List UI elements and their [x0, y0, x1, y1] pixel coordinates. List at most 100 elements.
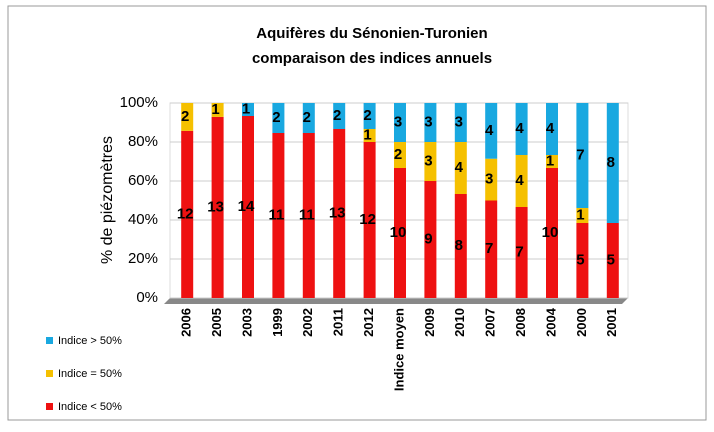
x-tick-label: 2004 [543, 307, 558, 337]
data-label: 5 [576, 251, 584, 268]
data-label: 7 [576, 146, 584, 163]
x-tick-label: 2001 [604, 308, 619, 337]
bar-segment [302, 133, 315, 298]
x-tick-label: 2011 [331, 308, 346, 336]
legend-swatch [46, 403, 53, 410]
bar-segment [546, 155, 558, 168]
data-label: 2 [272, 109, 280, 126]
bar-segment [485, 158, 498, 201]
data-label: 1 [242, 100, 250, 117]
x-tick-label: 2012 [361, 308, 376, 337]
legend-label: Indice = 50% [58, 368, 122, 380]
y-tick-label: 0% [136, 289, 158, 306]
bar-segment [546, 168, 558, 298]
chart-title: Aquifères du Sénonien-Turonien [256, 25, 487, 42]
bar-segment [242, 116, 254, 298]
data-label: 2 [333, 107, 341, 124]
bar-segment [333, 103, 346, 129]
bar-segment [576, 208, 589, 223]
bar-segment [454, 103, 467, 142]
bar-segment [363, 142, 376, 298]
legend-label: Indice > 50% [58, 335, 122, 347]
bar-segment [424, 181, 437, 298]
data-label: 12 [177, 205, 194, 222]
data-label: 13 [329, 204, 346, 221]
data-label: 7 [485, 240, 493, 257]
x-tick-label: 2007 [483, 308, 498, 337]
bar-segment [485, 103, 498, 159]
data-label: 10 [542, 224, 559, 241]
y-tick-label: 20% [128, 250, 158, 267]
data-label: 3 [485, 171, 493, 188]
data-label: 3 [394, 113, 402, 130]
bar-segment [211, 116, 224, 298]
bar-segment [394, 142, 406, 168]
data-label: 8 [455, 237, 463, 254]
data-label: 14 [238, 198, 255, 215]
y-axis-label: % de piézomètres [99, 136, 116, 264]
data-label: 3 [424, 152, 432, 169]
bar-segment [424, 103, 437, 142]
bar-segment [454, 194, 467, 298]
bar-segment [515, 207, 528, 298]
y-tick-label: 60% [128, 172, 158, 189]
data-label: 11 [268, 206, 284, 223]
x-tick-label: 2009 [422, 308, 437, 337]
chart-title: comparaison des indices annuels [252, 50, 492, 67]
bar-segment [606, 103, 619, 223]
data-label: 4 [485, 122, 494, 139]
bar-segment [272, 103, 285, 133]
data-label: 4 [515, 172, 524, 189]
x-tick-label: 2010 [452, 308, 467, 337]
x-tick-label: 1999 [270, 308, 285, 337]
bar-segment [485, 200, 498, 298]
y-tick-label: 80% [128, 133, 158, 150]
data-label: 4 [455, 159, 464, 176]
data-label: 5 [607, 251, 615, 268]
legend-swatch [46, 337, 53, 344]
bar-segment [363, 129, 376, 142]
data-label: 1 [576, 206, 584, 223]
data-label: 3 [424, 113, 432, 130]
bar-segment [181, 130, 194, 298]
data-label: 8 [607, 154, 615, 171]
bar-segment [363, 103, 376, 129]
bar-segment [606, 223, 619, 298]
bar-segment [546, 103, 558, 155]
bar-segment [211, 103, 224, 117]
data-label: 1 [211, 101, 219, 118]
bar-segment [454, 142, 467, 194]
data-label: 11 [299, 206, 315, 223]
x-tick-label: Indice moyen [391, 308, 406, 391]
data-label: 2 [394, 146, 402, 163]
bar-segment [242, 103, 254, 116]
data-label: 2 [181, 108, 189, 125]
bar-segment [394, 103, 406, 142]
x-tick-label: 2003 [239, 308, 254, 337]
data-label: 10 [390, 224, 407, 241]
legend-label: Indice < 50% [58, 401, 122, 413]
data-label: 1 [546, 152, 554, 169]
x-tick-label: 2005 [209, 308, 224, 337]
bar-segment [394, 168, 406, 298]
y-tick-label: 40% [128, 211, 158, 228]
bar-segment [181, 103, 194, 131]
y-tick-label: 100% [120, 94, 158, 111]
bar-segment [302, 103, 315, 133]
x-tick-label: 2000 [574, 308, 589, 337]
data-label: 9 [424, 230, 432, 247]
data-label: 1 [363, 126, 371, 143]
bar-segment [576, 103, 589, 208]
data-label: 13 [207, 198, 224, 215]
bar-segment [424, 142, 437, 181]
data-label: 4 [546, 120, 555, 137]
legend-swatch [46, 370, 53, 377]
bar-segment [515, 155, 528, 207]
data-label: 3 [455, 113, 463, 130]
data-label: 2 [363, 107, 371, 124]
data-label: 2 [303, 109, 311, 126]
floor [164, 298, 628, 304]
x-tick-label: 2006 [179, 308, 194, 337]
data-label: 4 [515, 120, 524, 137]
